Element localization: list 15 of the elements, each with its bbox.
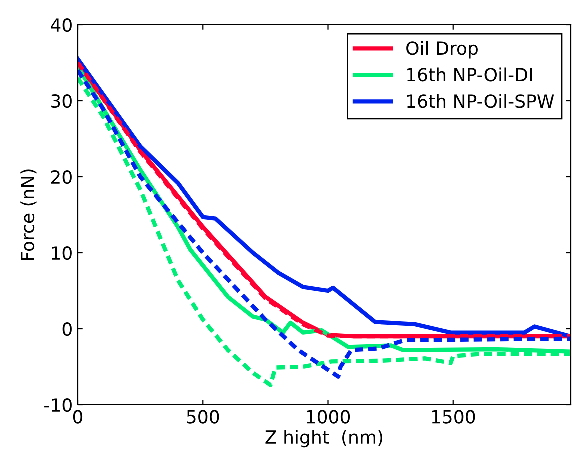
legend-label: Oil Drop [406,41,478,59]
y-tick-label: 30 [52,94,72,108]
y-tick-label: 0 [62,322,72,336]
x-tick-label: 1000 [307,410,350,424]
legend-label: 16th NP-Oil-DI [408,68,532,82]
y-tick-label: -10 [44,398,72,412]
x-axis-title: Z hight (nm) [266,430,383,448]
y-axis-title: Force (nN) [20,170,37,260]
x-tick-label: 0 [73,410,83,424]
x-tick-label: 1500 [432,410,476,424]
y-tick-label: 10 [52,246,72,260]
legend-label: 16th NP-Oil-SPW [408,94,554,108]
x-tick-label: 500 [187,410,220,424]
y-tick-label: 20 [51,170,72,184]
y-tick-label: 40 [51,18,72,32]
